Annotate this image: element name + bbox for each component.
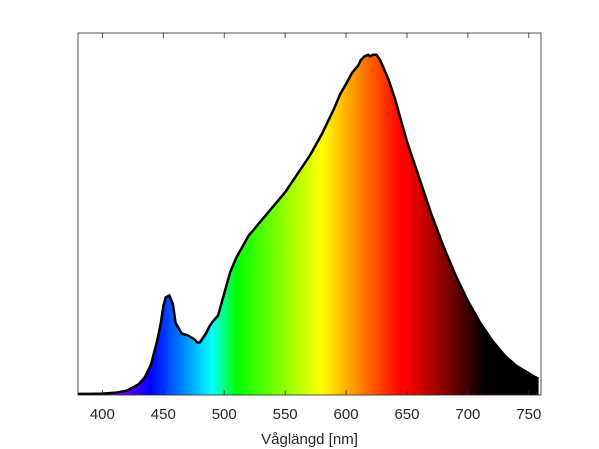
- spectrum-line: [78, 53, 540, 396]
- x-axis-ticks: [101, 33, 530, 395]
- x-axis-tick-labels: 400 450 500 550 600 650 700 750: [90, 406, 541, 423]
- plot-frame: [77, 32, 542, 396]
- x-tick-label: 550: [273, 406, 298, 423]
- x-tick-label: 500: [212, 406, 237, 423]
- x-tick-label: 400: [90, 406, 115, 423]
- x-tick-label: 450: [151, 406, 176, 423]
- x-axis-label: Våglängd [nm]: [261, 431, 358, 448]
- x-tick-label: 650: [394, 406, 419, 423]
- x-tick-label: 600: [334, 406, 359, 423]
- x-tick-label: 700: [455, 406, 480, 423]
- x-tick-label: 750: [516, 406, 541, 423]
